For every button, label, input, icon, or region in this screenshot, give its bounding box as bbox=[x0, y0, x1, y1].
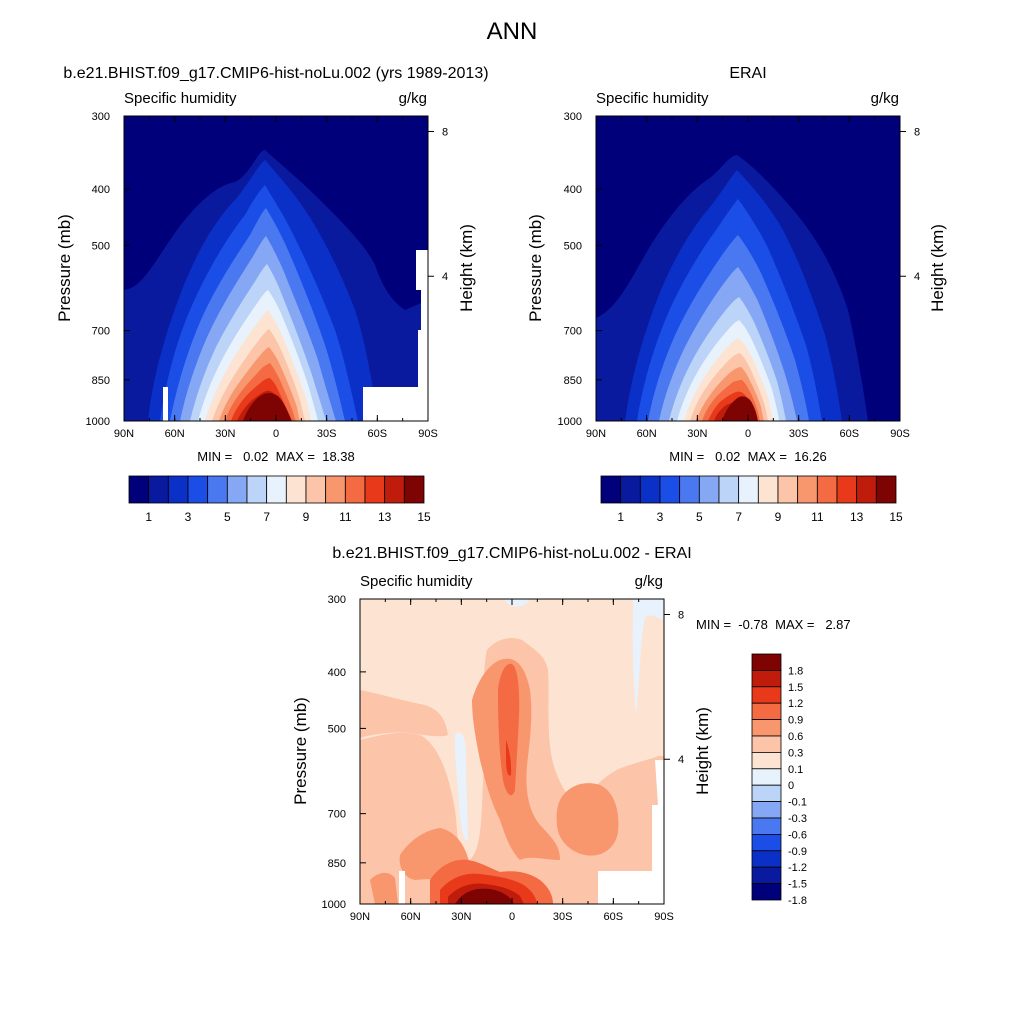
colorbar-label: 1 bbox=[145, 510, 152, 524]
y-tick-label: 700 bbox=[92, 326, 110, 338]
colorbar-swatch bbox=[344, 475, 366, 504]
colorbar-swatch bbox=[305, 475, 327, 504]
colorbar-swatch bbox=[364, 475, 386, 504]
x-tick-label: 60N bbox=[165, 428, 185, 440]
colorbar-label: 5 bbox=[224, 510, 231, 524]
y-tick-label: 300 bbox=[92, 111, 110, 123]
x-tick-label: 60S bbox=[368, 428, 388, 440]
colorbar-label: 15 bbox=[417, 510, 431, 524]
y-tick-label: 1000 bbox=[86, 416, 110, 428]
y-tick-label: 400 bbox=[92, 184, 110, 196]
colorbar-swatch bbox=[384, 475, 405, 504]
colorbar-swatch bbox=[246, 475, 268, 504]
panel-1-left-label: Specific humidity bbox=[124, 90, 237, 107]
colorbar-label: 7 bbox=[263, 510, 270, 524]
panel-1-stats: MIN = 0.02 MAX = 18.38 bbox=[197, 449, 355, 464]
panel-1-ylabel: Pressure (mb) bbox=[55, 214, 74, 322]
x-tick-label: 90S bbox=[418, 428, 438, 440]
colorbar-label: 3 bbox=[185, 510, 192, 524]
colorbar-label: 13 bbox=[378, 510, 392, 524]
panel-1-y2label: Height (km) bbox=[457, 224, 476, 312]
y-tick-label: 500 bbox=[92, 240, 110, 252]
x-tick-label: 30S bbox=[317, 428, 337, 440]
colorbar-swatch bbox=[187, 475, 209, 504]
colorbar-label: 9 bbox=[303, 510, 310, 524]
colorbar-swatch bbox=[148, 475, 169, 504]
colorbar-swatch bbox=[167, 475, 189, 504]
colorbar-swatch bbox=[403, 475, 425, 504]
y2-tick-label: 4 bbox=[442, 271, 448, 283]
panel-1-title: b.e21.BHIST.f09_g17.CMIP6-hist-noLu.002 … bbox=[63, 65, 488, 82]
x-tick-label: 0 bbox=[273, 428, 279, 440]
colorbar-swatch bbox=[266, 475, 287, 504]
panel-1-contours bbox=[124, 116, 428, 421]
panel-1-colorbar: 1 3 5 7 9 11 13 15 bbox=[128, 475, 431, 524]
y2-tick-label: 8 bbox=[442, 126, 448, 138]
colorbar-label: 11 bbox=[339, 510, 352, 524]
x-tick-label: 90N bbox=[114, 428, 134, 440]
panel-1-right-label: g/kg bbox=[399, 90, 427, 107]
colorbar-swatch bbox=[128, 475, 150, 504]
page-title: ANN bbox=[486, 18, 538, 45]
colorbar-swatch bbox=[325, 475, 346, 504]
colorbar-swatch bbox=[285, 475, 307, 504]
colorbar-swatch bbox=[226, 475, 248, 504]
y-tick-label: 850 bbox=[92, 375, 110, 387]
colorbar-swatch bbox=[207, 475, 228, 504]
x-tick-label: 30N bbox=[215, 428, 235, 440]
